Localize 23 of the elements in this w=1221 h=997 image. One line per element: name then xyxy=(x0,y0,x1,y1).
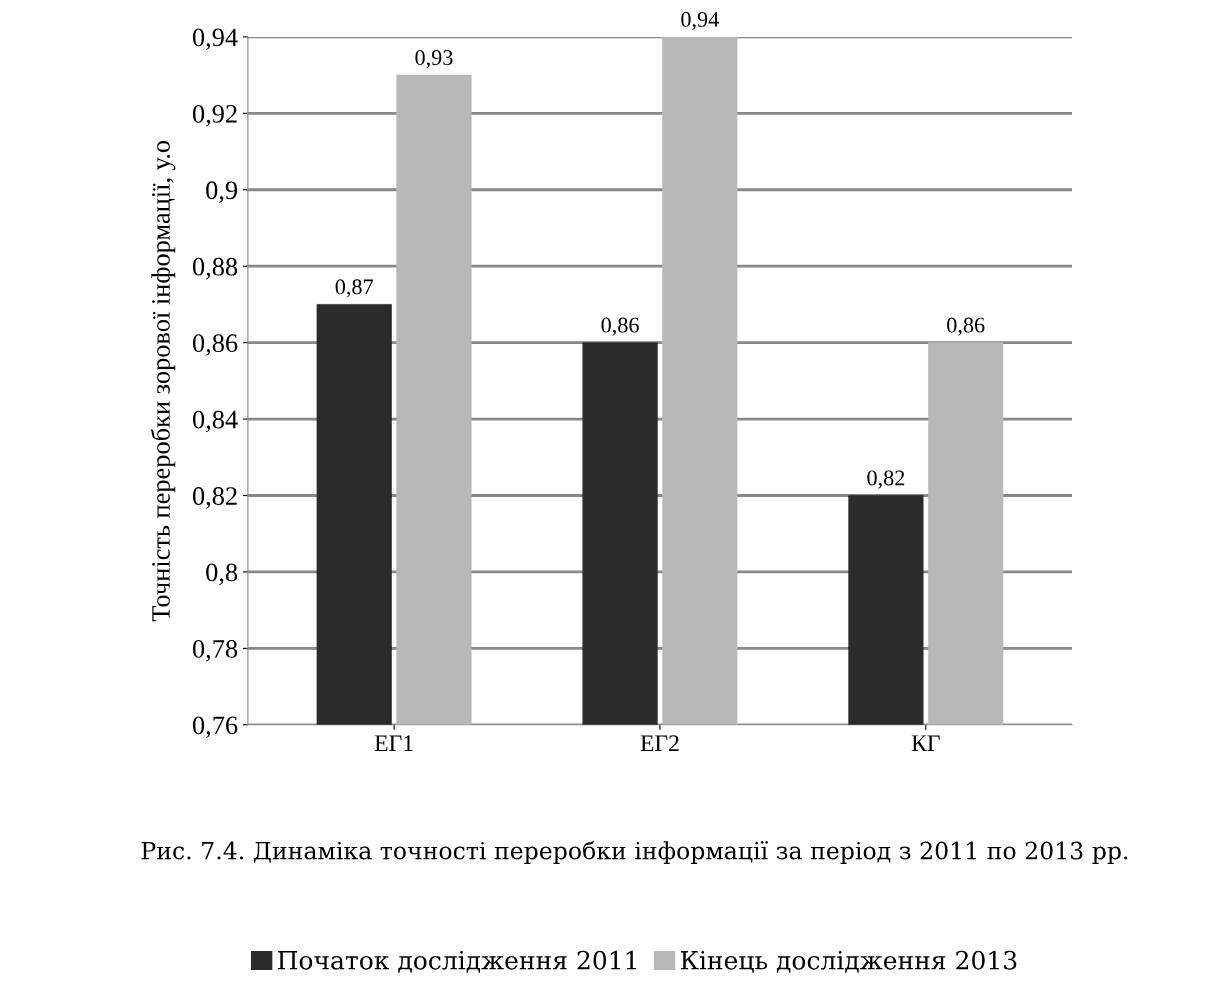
y-tick-label: 0,86 xyxy=(192,334,238,356)
y-tick-label: 0,8 xyxy=(206,563,238,586)
y-axis-title: Точність переробки зорової інформації, у.о xyxy=(150,141,176,622)
y-tick-label: 0,76 xyxy=(192,716,238,739)
legend-label: Кінець дослідження 2013 xyxy=(680,950,1017,973)
y-tick-label: 0,84 xyxy=(192,410,238,433)
data-label: 0,87 xyxy=(335,279,374,298)
legend-label: Початок дослідження 2011 xyxy=(278,950,637,973)
data-label: 0,93 xyxy=(415,50,453,69)
data-label: 0,82 xyxy=(867,470,905,489)
data-label: 0,86 xyxy=(947,317,985,336)
y-tick-label: 0,9 xyxy=(206,181,238,203)
x-tick-label: КГ xyxy=(911,735,940,751)
x-tick-label: ЕГ1 xyxy=(374,735,413,751)
y-tick-label: 0,78 xyxy=(192,639,238,662)
y-tick-label: 0,82 xyxy=(192,487,237,509)
data-label: 0,94 xyxy=(681,11,719,31)
x-tick-label: ЕГ2 xyxy=(640,735,679,751)
y-tick-label: 0,92 xyxy=(192,104,237,127)
y-tick-label: 0,94 xyxy=(192,28,238,51)
text: Рис. 7.4. Динаміка точності переробки інформації за період з 2011 по 2013 рр. xyxy=(141,840,1128,865)
data-label: 0,86 xyxy=(601,317,639,336)
y-tick-label: 0,88 xyxy=(192,257,238,280)
